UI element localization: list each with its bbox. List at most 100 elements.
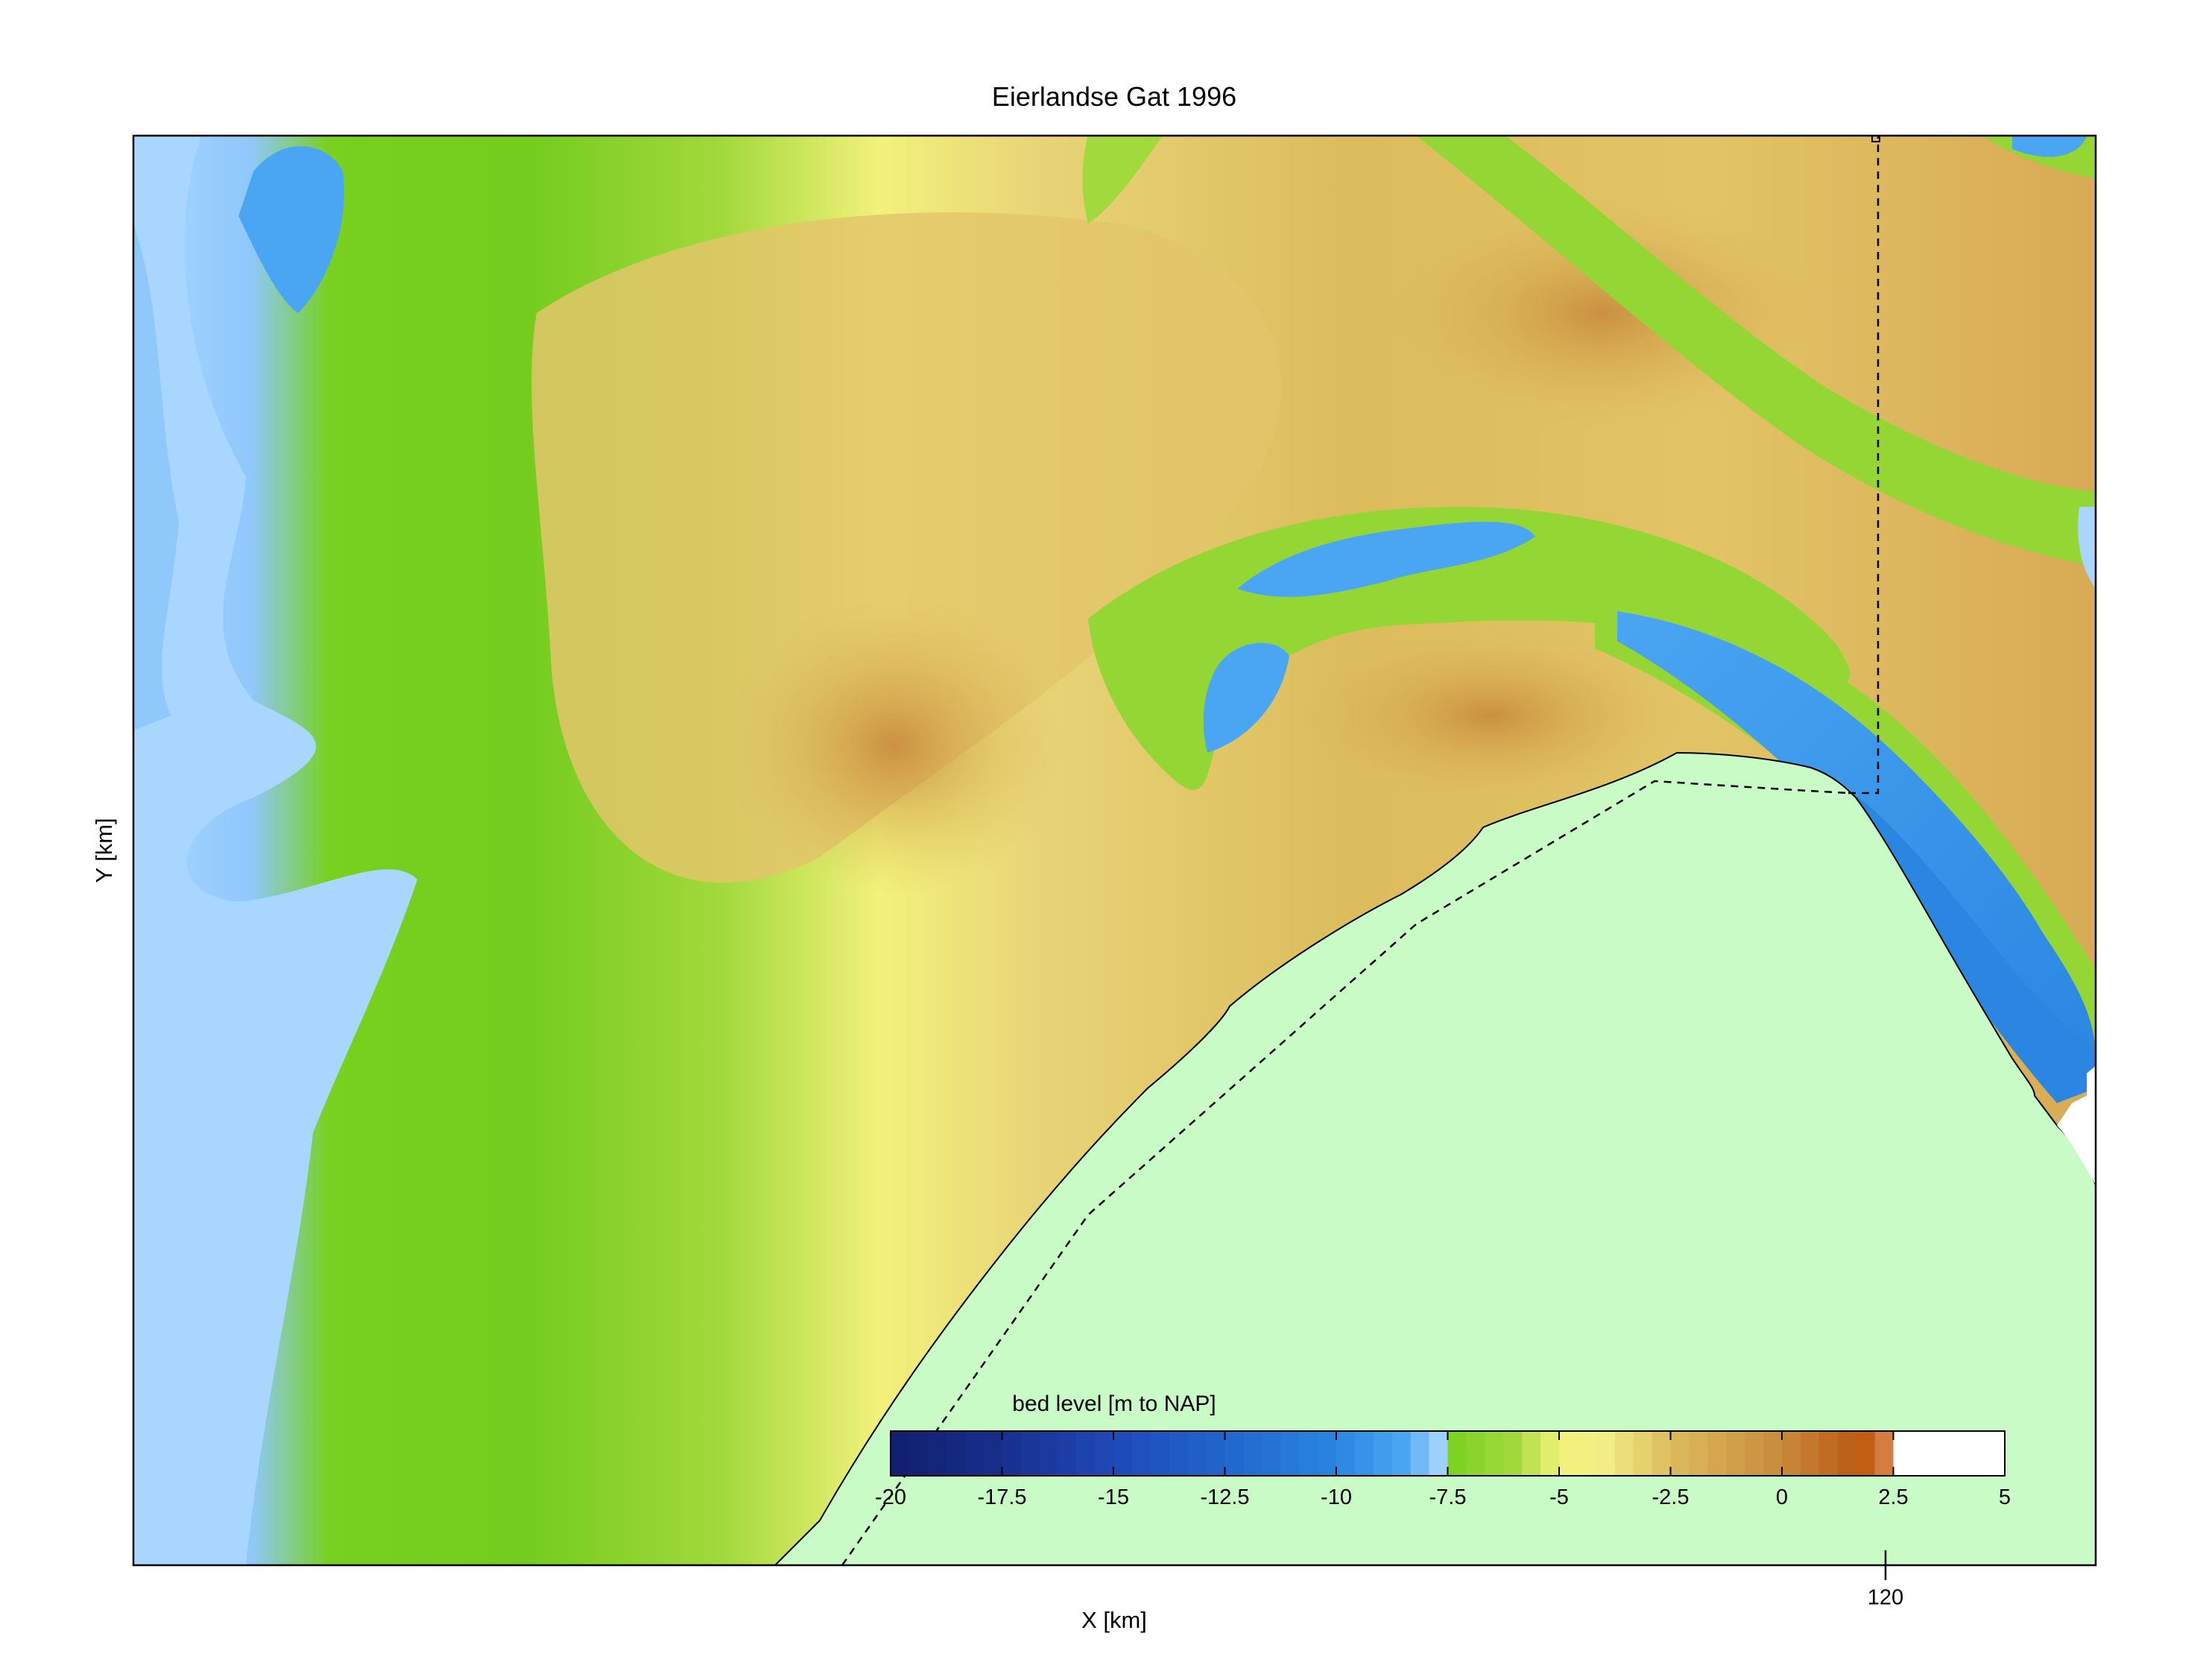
colorbar-swatch	[964, 1431, 985, 1476]
mid-channel-north	[1237, 522, 1535, 597]
colorbar-swatch	[1856, 1431, 1876, 1476]
colorbar-tick-label: -10	[1321, 1485, 1352, 1509]
colorbar-tick-label: -7.5	[1429, 1485, 1467, 1509]
colorbar-tick-label: -17.5	[977, 1485, 1026, 1509]
east-channel-south	[1848, 790, 2096, 1103]
colorbar-swatch	[946, 1431, 966, 1476]
colorbar-swatch	[1002, 1431, 1022, 1476]
ne-corner-pool	[2012, 136, 2087, 157]
colorbar-swatch	[1447, 1431, 1467, 1476]
colorbar-swatch	[983, 1431, 1003, 1476]
colorbar-swatch	[1187, 1431, 1207, 1476]
colorbar-swatch	[1466, 1431, 1485, 1476]
colorbar-swatch	[1689, 1431, 1708, 1476]
colorbar-swatch	[1707, 1431, 1727, 1476]
colorbar-swatch	[1131, 1431, 1151, 1476]
colorbar-swatch	[1986, 1431, 2006, 1476]
colorbar-swatch	[1633, 1431, 1653, 1476]
nw-pool	[238, 146, 344, 313]
spit-core	[1297, 626, 1684, 805]
colorbar-tick-label: 5	[1999, 1485, 2011, 1509]
colorbar-tick-label: -15	[1098, 1485, 1129, 1509]
colorbar-swatch	[1782, 1431, 1801, 1476]
west-channel-deeper	[133, 224, 179, 730]
colorbar-swatch	[1874, 1431, 1894, 1476]
colorbar-swatch	[1224, 1431, 1245, 1476]
central-shoal-core	[723, 596, 1066, 894]
colorbar-swatch	[1670, 1431, 1690, 1476]
colorbar-swatch	[1949, 1431, 1968, 1476]
colorbar-tick-label: 2.5	[1878, 1485, 1908, 1509]
colorbar-swatch	[908, 1431, 929, 1476]
east-edge-pool	[2078, 507, 2096, 589]
colorbar-swatch	[1243, 1431, 1262, 1476]
west-channel	[133, 136, 417, 1565]
colorbar-swatches	[891, 1431, 2006, 1476]
colorbar-swatch	[1800, 1431, 1820, 1476]
colorbar-swatch	[1299, 1431, 1318, 1476]
colorbar-swatch	[1930, 1431, 1950, 1476]
colorbar-swatch	[1968, 1431, 1987, 1476]
colorbar-swatch	[1726, 1431, 1745, 1476]
colorbar-swatch	[1485, 1431, 1504, 1476]
colorbar-swatch	[1745, 1431, 1764, 1476]
colorbar-swatch	[1095, 1431, 1114, 1476]
colorbar-swatch	[1354, 1431, 1374, 1476]
colorbar-tick-label: 0	[1776, 1485, 1788, 1509]
colorbar-swatch	[1559, 1431, 1578, 1476]
colorbar-swatch	[1169, 1431, 1189, 1476]
colorbar-swatch	[1058, 1431, 1077, 1476]
colorbar-label: bed level [m to NAP]	[1012, 1392, 1216, 1416]
colorbar-swatch	[1076, 1431, 1096, 1476]
colorbar-swatch	[927, 1431, 947, 1476]
colorbar-swatch	[1150, 1431, 1170, 1476]
colorbar-swatch	[1652, 1431, 1672, 1476]
colorbar-swatch	[1206, 1431, 1226, 1476]
colorbar-swatch	[891, 1431, 910, 1476]
colorbar-swatch	[1596, 1431, 1616, 1476]
north-green-rib	[1082, 136, 1163, 224]
colorbar-swatch	[1912, 1431, 1931, 1476]
x-tick-label: 120	[1868, 1586, 1903, 1610]
colorbar-swatch	[1039, 1431, 1058, 1476]
land	[774, 751, 2096, 1565]
x-axis-label: X [km]	[1081, 1607, 1147, 1633]
colorbar-swatch	[1336, 1431, 1356, 1476]
colorbar-swatch	[1893, 1431, 1913, 1476]
dashed-boundary	[1848, 136, 1880, 795]
colorbar-swatch	[1503, 1431, 1523, 1476]
colorbar-swatch	[1614, 1431, 1634, 1476]
dashed-coastline	[841, 780, 1849, 1565]
colorbar-swatch	[1391, 1431, 1412, 1476]
colorbar-swatch	[1540, 1431, 1560, 1476]
dashed-marker	[1871, 136, 1880, 142]
colorbar-swatch	[1577, 1431, 1597, 1476]
dry-area	[2057, 1051, 2096, 1185]
colorbar-tick-label: -5	[1549, 1485, 1569, 1509]
colorbar-swatch	[1429, 1431, 1449, 1476]
ne-green-band	[1416, 136, 2096, 566]
colorbar-swatch	[1280, 1431, 1300, 1476]
axes-frame	[132, 134, 2097, 1567]
colorbar-tick-label: -2.5	[1652, 1485, 1690, 1509]
colorbar-swatch	[1373, 1431, 1393, 1476]
colorbar-swatch	[1818, 1431, 1839, 1476]
colorbar-swatch	[1262, 1431, 1281, 1476]
mid-channel-pool	[1203, 642, 1289, 753]
central-shoal	[531, 212, 1282, 883]
chart-title: Eierlandse Gat 1996	[992, 81, 1236, 112]
colorbar-swatch	[1837, 1431, 1857, 1476]
y-axis-label: Y [km]	[91, 818, 117, 882]
colorbar-swatch	[1020, 1431, 1040, 1476]
colorbar-swatch	[1763, 1431, 1783, 1476]
colorbar: bed level [m to NAP] -20 -17.5 -15 -12.5 -10…	[875, 1392, 2011, 1509]
colorbar-swatch	[1113, 1431, 1133, 1476]
colorbar-tick-label: -20	[875, 1485, 906, 1509]
colorbar-tick-label: -12.5	[1200, 1485, 1249, 1509]
colorbar-swatch	[1318, 1431, 1337, 1476]
colorbar-ticks: -20 -17.5 -15 -12.5 -10 -7.5 -5 -2.5 0 2.5 5	[875, 1431, 2011, 1509]
colorbar-swatch	[1410, 1431, 1430, 1476]
colorbar-swatch	[1522, 1431, 1541, 1476]
bed-level-map	[133, 136, 2096, 1565]
